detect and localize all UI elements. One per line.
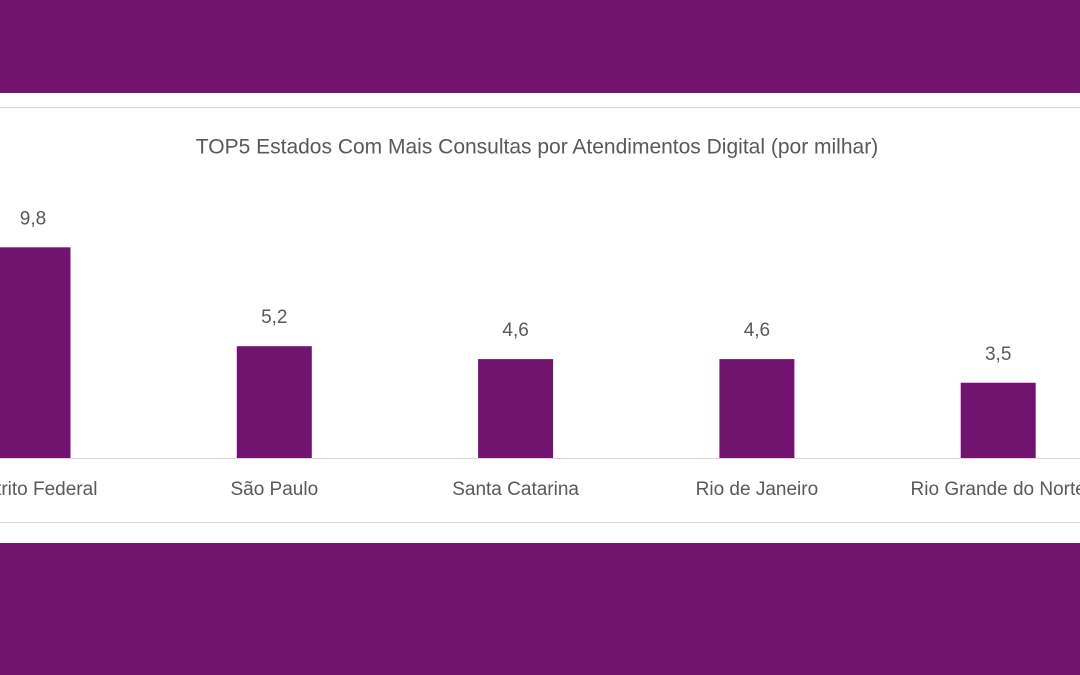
x-tick-label: Santa Catarina [452,479,579,500]
x-tick-label: Rio de Janeiro [696,479,819,500]
data-label: 9,8 [20,208,46,229]
bar [719,359,795,458]
chart-title: TOP5 Estados Com Mais Consultas por Aten… [196,136,878,159]
bar [0,247,71,458]
bar [236,346,312,458]
x-tick-label: Rio Grande do Norte [911,479,1080,500]
bar [478,359,554,458]
data-label: 3,5 [985,344,1011,365]
x-tick-label: São Paulo [230,479,318,500]
bottom-band [0,543,1080,675]
top-band [0,0,1080,93]
data-label: 4,6 [502,320,528,341]
data-label: 4,6 [744,320,770,341]
data-label: 5,2 [261,307,287,328]
x-tick-label: Distrito Federal [0,479,97,500]
bar [960,382,1036,458]
